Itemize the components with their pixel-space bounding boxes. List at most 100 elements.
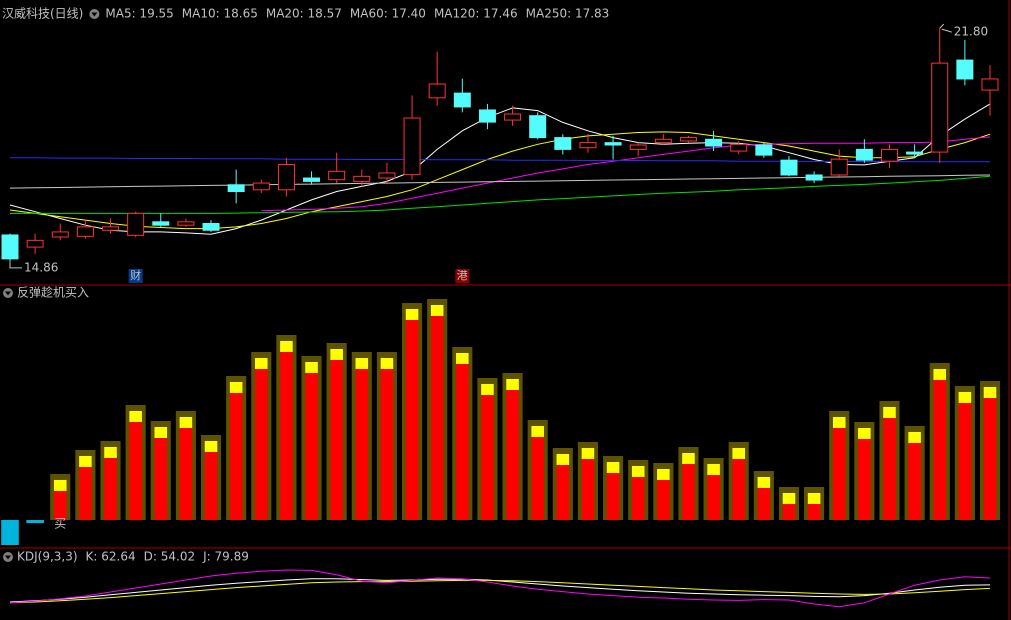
indicator-bar [832, 417, 846, 428]
indicator-line [9, 174, 991, 189]
candle-body [127, 212, 145, 236]
indicator-bar [757, 488, 771, 520]
indicator-bar [606, 462, 620, 473]
indicator-bar [631, 477, 645, 520]
candle-body [252, 182, 270, 191]
chart-title: 反弹趁机买入 [17, 286, 89, 300]
indicator-bar [883, 407, 896, 418]
indicator-bar [53, 480, 67, 491]
indicator-bar [355, 369, 369, 520]
candle-body [26, 239, 44, 248]
indicator-bar [832, 428, 846, 520]
indicator-bar [330, 360, 343, 520]
candle-body [227, 184, 245, 192]
indicator-bar [305, 373, 318, 520]
indicator-bar [506, 379, 519, 390]
indicator-bar [129, 411, 142, 422]
indicator-bar [405, 309, 419, 320]
indicator-bar [26, 520, 44, 523]
indicator-bar [631, 466, 645, 477]
indicator-bar [1, 520, 19, 545]
candle-body [730, 143, 748, 152]
min-marker [9, 261, 22, 269]
indicator-bar [983, 387, 997, 398]
indicator-bar [782, 504, 796, 520]
indicator-bar [481, 395, 494, 520]
indicator-bar [104, 458, 117, 520]
indicator-line [9, 578, 991, 603]
indicator-bar [456, 364, 469, 520]
indicator-bar [430, 305, 444, 316]
indicator-bar [255, 358, 268, 369]
indicator-bar [280, 341, 293, 352]
indicator-line [10, 157, 990, 163]
candle-body [931, 62, 949, 153]
indicator-bar [79, 456, 92, 467]
candle-body [403, 117, 421, 176]
indicator-bar [179, 417, 193, 428]
max-label: 21.80 [954, 25, 988, 39]
indicator-bar [481, 384, 494, 395]
candle-body [654, 138, 672, 144]
candle-body [277, 164, 295, 191]
indicator-bar [456, 353, 469, 364]
indicator-bar [757, 477, 771, 488]
candle-body [981, 78, 999, 91]
menu-icon-arrow [91, 12, 98, 17]
candle-body [76, 226, 94, 237]
candle-body [478, 109, 496, 123]
min-label: 14.86 [24, 260, 58, 274]
candle-body [453, 92, 471, 108]
candle-body [102, 226, 120, 231]
indicator-bar [657, 480, 670, 520]
candle-body [303, 177, 321, 182]
indicator-line [9, 103, 991, 235]
chart-title: KDJ(9,3,3) [17, 550, 78, 564]
indicator-bar [330, 349, 343, 360]
indicator-bar [732, 459, 745, 520]
indicator-bar [305, 362, 318, 373]
indicator-bar [858, 428, 871, 439]
indicator-bar [531, 426, 544, 437]
event-label: 财 [130, 268, 141, 282]
indicator-bar [53, 491, 67, 520]
candle-body [428, 83, 446, 99]
candle-body [353, 175, 371, 182]
indicator-bar [581, 448, 595, 459]
indicator-line [261, 136, 991, 212]
legend-entry: K: 62.64 [86, 550, 136, 564]
legend-entry: MA120: 17.46 [434, 7, 518, 21]
max-marker [939, 23, 952, 33]
candle-body [679, 137, 697, 142]
indicator-bar [782, 493, 796, 504]
indicator-bar [606, 473, 620, 520]
indicator-bar [933, 380, 947, 520]
candle-body [855, 148, 873, 161]
event-badge [128, 269, 143, 283]
menu-icon-arrow [5, 291, 11, 296]
indicator-bar [682, 453, 695, 464]
signal-label: 买 [54, 517, 66, 531]
indicator-bar [883, 418, 896, 520]
legend-entry: MA60: 17.40 [350, 7, 426, 21]
candle-body [328, 170, 346, 181]
candle-body [906, 151, 924, 155]
candle-body [529, 115, 547, 139]
indicator-bar [154, 438, 168, 520]
chart-title: 汉威科技(日线) [2, 7, 83, 21]
indicator-bar [807, 493, 821, 504]
candle-body [51, 231, 69, 238]
candle-body [554, 137, 572, 150]
indicator-bar [858, 439, 871, 520]
indicator-bar [556, 454, 570, 465]
candle-body [830, 158, 848, 176]
indicator-bar [255, 369, 268, 520]
candle-body [177, 221, 195, 226]
indicator-bar [229, 382, 243, 393]
indicator-bar [556, 465, 570, 520]
legend-entry: MA5: 19.55 [105, 7, 173, 21]
candle-body [152, 221, 170, 226]
legend-entry: J: 79.89 [202, 550, 249, 564]
indicator-bar [908, 432, 921, 443]
